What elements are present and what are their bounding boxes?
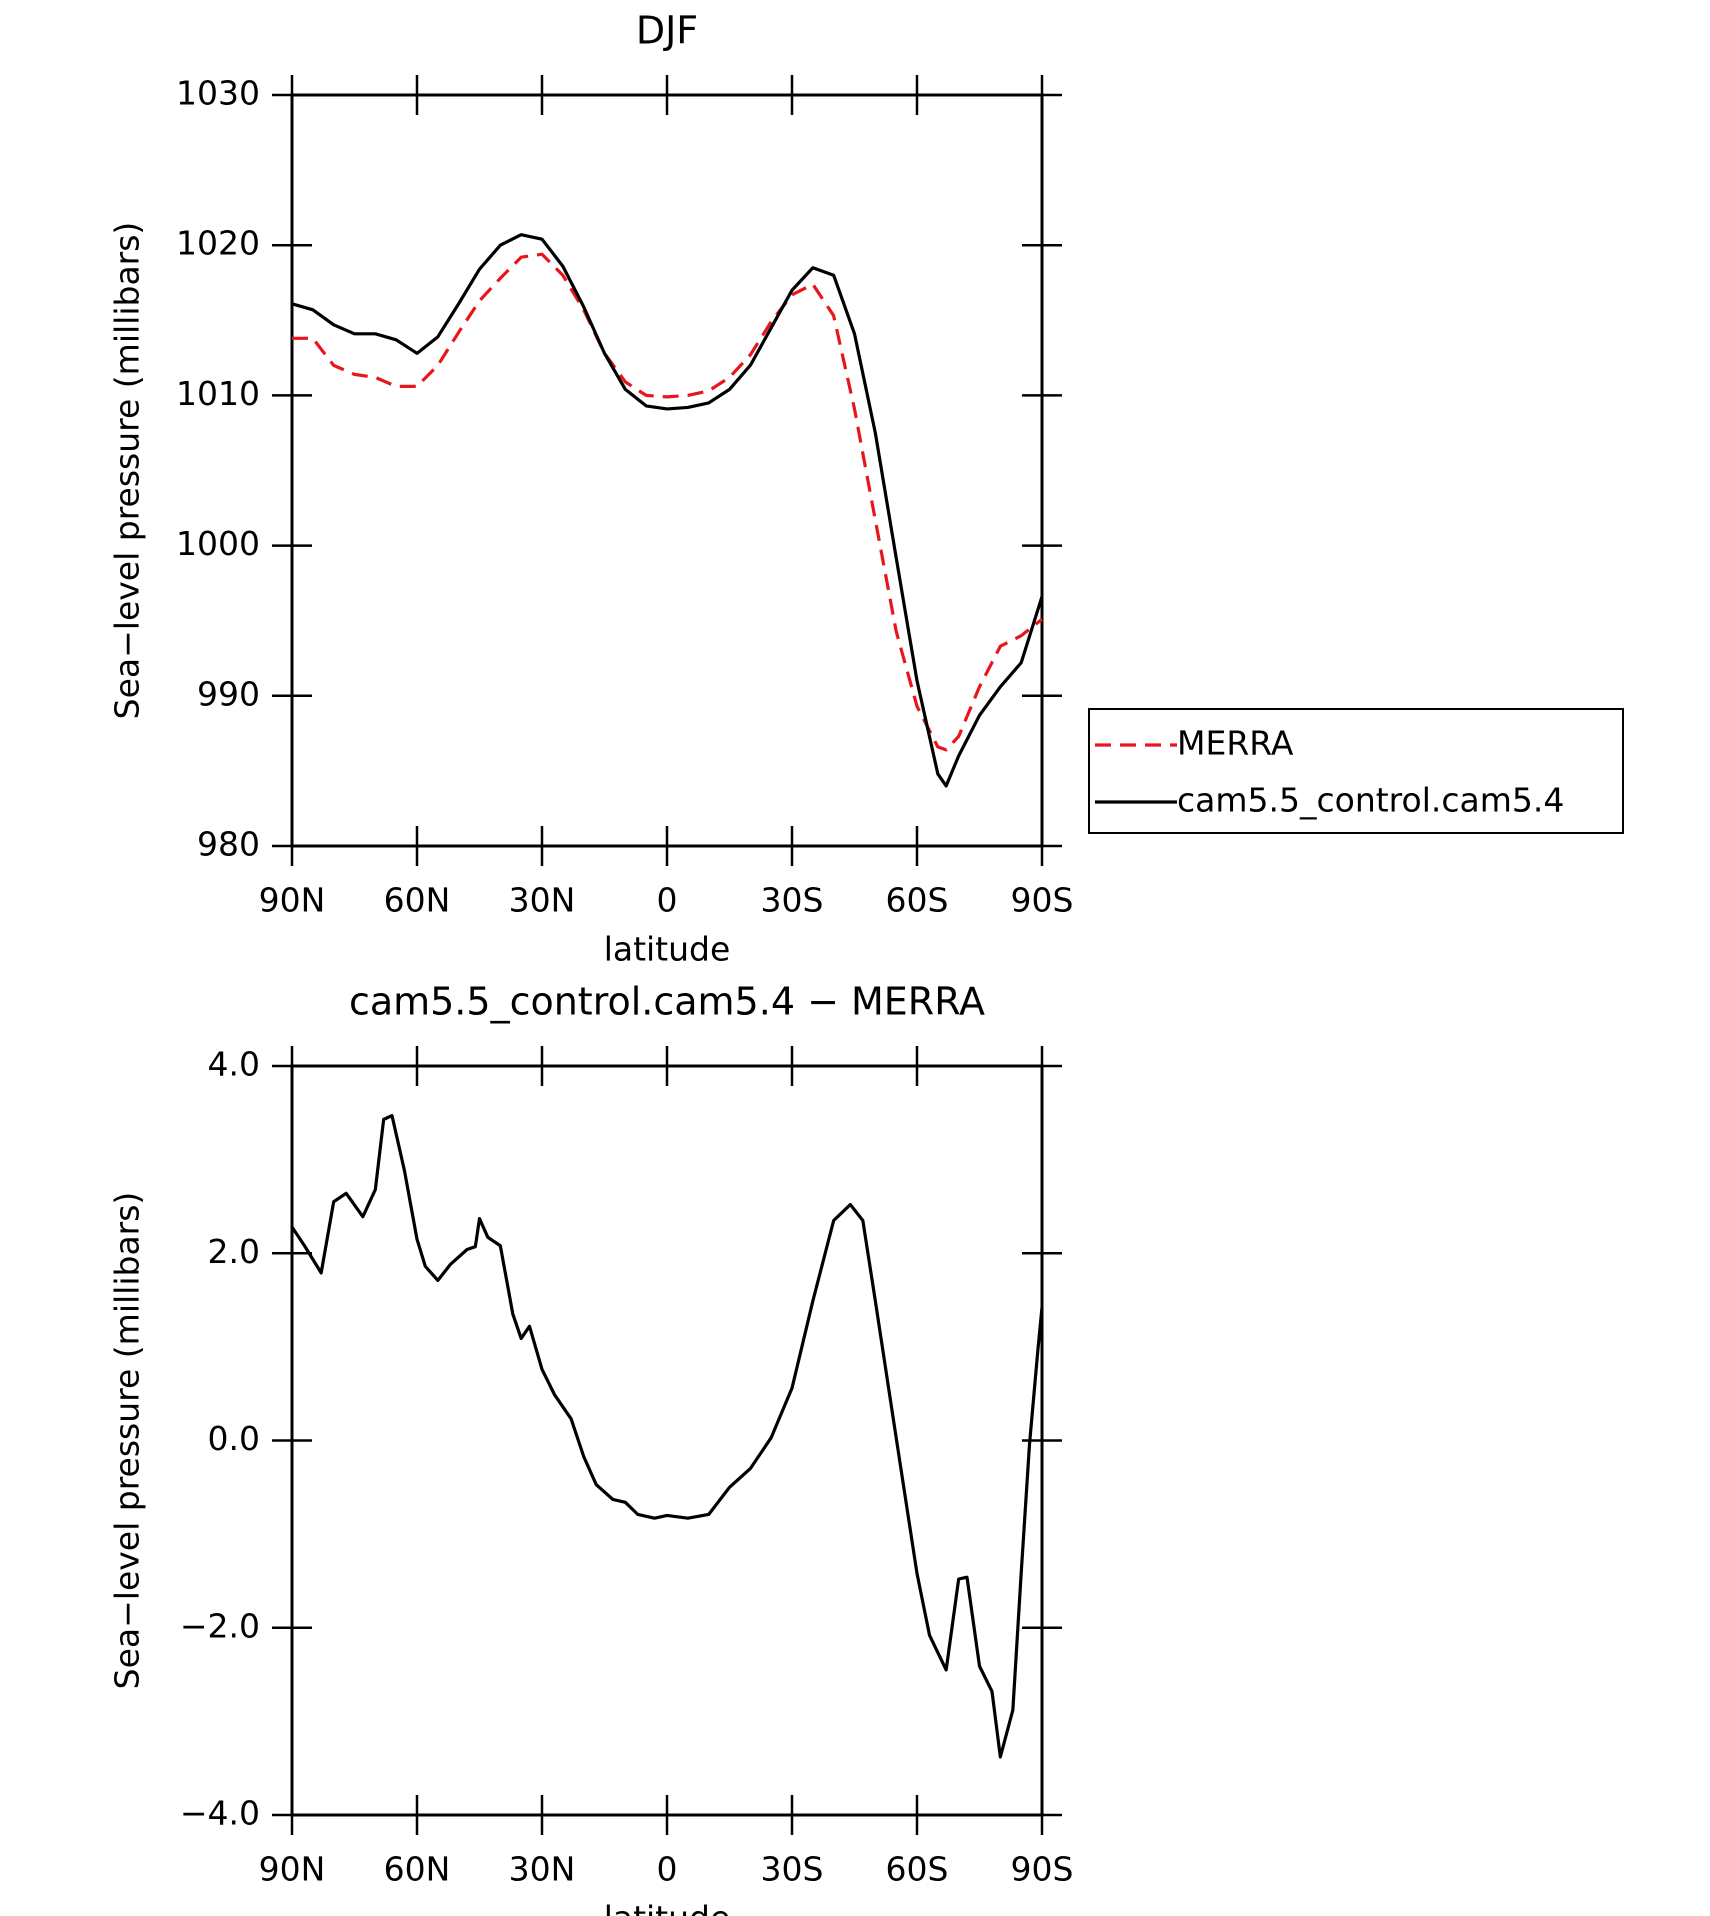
x-tick-label: 30S <box>761 881 824 920</box>
y-tick-label: 2.0 <box>208 1232 260 1271</box>
x-tick-label: 0 <box>657 881 678 920</box>
x-tick-label: 90N <box>259 881 326 920</box>
legend-label: MERRA <box>1177 724 1294 763</box>
y-axis-label: Sea−level pressure (millibars) <box>108 222 147 720</box>
x-tick-label: 60S <box>886 1850 949 1889</box>
y-tick-label: 1030 <box>176 74 260 113</box>
series-line <box>290 1114 1044 1759</box>
y-tick-label: 1000 <box>176 524 260 563</box>
series-line <box>291 233 1044 788</box>
x-tick-label: 30S <box>761 1850 824 1889</box>
x-tick-label: 30N <box>509 1850 576 1889</box>
x-tick-label: 60N <box>384 1850 451 1889</box>
y-tick-label: 1020 <box>176 224 260 263</box>
chart-title: cam5.5_control.cam5.4 − MERRA <box>349 980 985 1024</box>
x-tick-label: 60S <box>886 881 949 920</box>
plot-frame <box>290 93 1044 848</box>
y-axis-label: Sea−level pressure (millibars) <box>108 1192 147 1690</box>
y-tick-label: 0.0 <box>208 1419 260 1458</box>
x-tick-label: 0 <box>657 1850 678 1889</box>
series-line <box>292 252 1043 752</box>
y-tick-label: −2.0 <box>180 1606 260 1645</box>
plot-frame <box>290 1064 1044 1817</box>
y-tick-label: 4.0 <box>208 1045 260 1084</box>
y-tick-label: −4.0 <box>180 1794 260 1833</box>
x-tick-label: 90N <box>259 1850 326 1889</box>
x-tick-label: 90S <box>1011 881 1074 920</box>
y-tick-label: 980 <box>197 825 260 864</box>
x-axis-label: latitude <box>604 1899 731 1916</box>
legend-label: cam5.5_control.cam5.4 <box>1177 781 1564 820</box>
legend-box <box>1088 708 1624 834</box>
y-tick-label: 1010 <box>176 374 260 413</box>
x-tick-label: 90S <box>1011 1850 1074 1889</box>
y-tick-label: 990 <box>197 674 260 713</box>
x-tick-label: 60N <box>384 881 451 920</box>
chart-title: DJF <box>636 9 698 53</box>
x-axis-label: latitude <box>604 930 731 969</box>
x-tick-label: 30N <box>509 881 576 920</box>
